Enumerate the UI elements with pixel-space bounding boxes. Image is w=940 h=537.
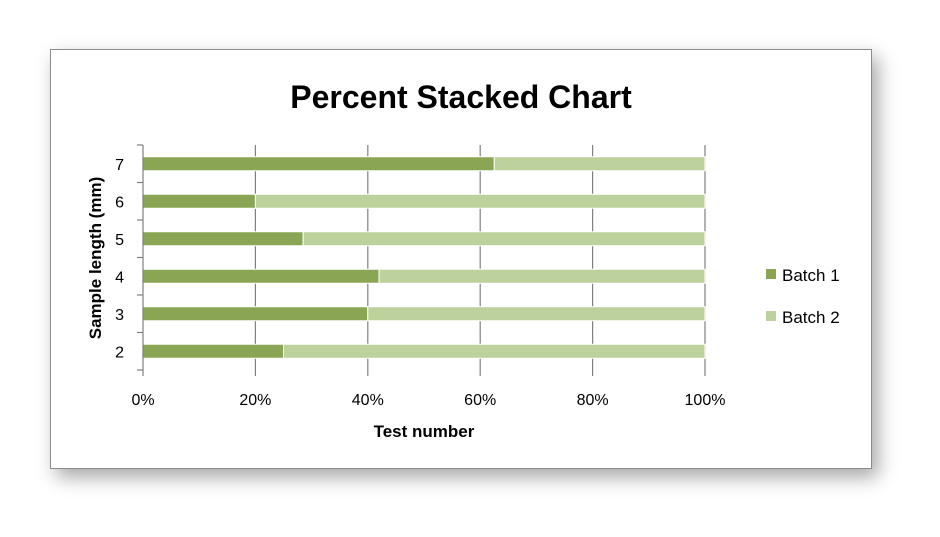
x-tick-label: 0% [131, 392, 154, 409]
gridlines [254, 145, 706, 370]
bar-batch-2-6 [254, 193, 706, 209]
y-axis-title: Sample length (mm) [86, 177, 105, 339]
x-tick-label: 60% [464, 392, 496, 409]
x-tick-label: 100% [685, 392, 726, 409]
y-tick-label: 3 [115, 307, 124, 324]
bar-batch-1-5 [142, 231, 304, 247]
x-axis-title: Test number [374, 422, 475, 441]
bar-batch-1-4 [142, 268, 380, 284]
chart-frame [50, 49, 872, 469]
bar-batch-1-3 [142, 306, 369, 322]
bar-batch-1-6 [142, 193, 256, 209]
axes: 0% 20% 40% 60% 80% 100% 2 3 4 5 6 7 [115, 144, 726, 409]
legend-label: Batch 1 [782, 266, 840, 285]
y-tick-label: 2 [115, 344, 124, 361]
bar-batch-2-7 [493, 156, 706, 172]
bar-batch-1-7 [142, 156, 495, 172]
bar-batch-2-2 [283, 343, 706, 359]
y-tick-label: 7 [115, 157, 124, 174]
legend-swatch [766, 311, 776, 321]
bar-batch-2-4 [378, 268, 706, 284]
bar-batch-2-3 [367, 306, 706, 322]
legend-label: Batch 2 [782, 308, 840, 327]
x-tick-label: 40% [352, 392, 384, 409]
legend-swatch [766, 269, 776, 279]
x-tick-label: 20% [239, 392, 271, 409]
bars [142, 156, 706, 359]
bar-batch-2-5 [302, 231, 706, 247]
chart-title: Percent Stacked Chart [290, 79, 632, 115]
x-tick-label: 80% [577, 392, 609, 409]
bar-batch-1-2 [142, 343, 284, 359]
y-tick-label: 6 [115, 194, 124, 211]
y-tick-label: 5 [115, 232, 124, 249]
y-tick-label: 4 [115, 269, 124, 286]
legend: Batch 1 Batch 2 [766, 266, 840, 327]
